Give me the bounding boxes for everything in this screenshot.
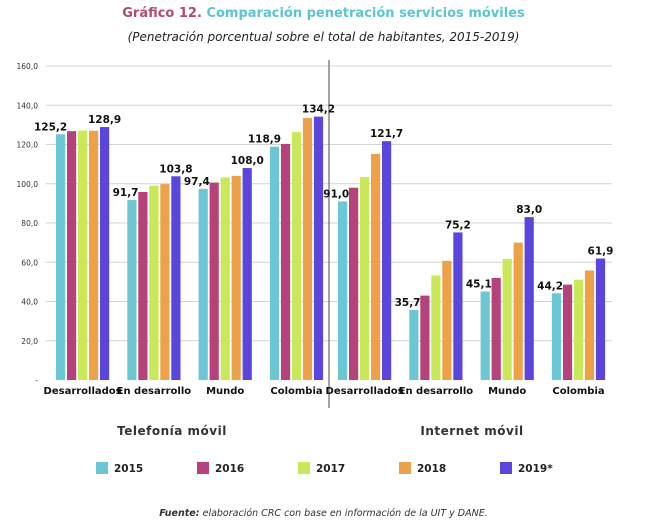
chart-title: Gráfico 12. Comparación penetración serv…: [0, 6, 647, 21]
data-label: 128,9: [88, 114, 121, 126]
panel-title: Internet móvil: [420, 424, 523, 438]
bar-2017: [149, 185, 159, 380]
bar-2019: [382, 141, 392, 380]
category-label: En desarrollo: [117, 386, 192, 397]
y-tick-label: 80,0: [21, 219, 38, 228]
y-tick-label: 140,0: [17, 101, 39, 110]
legend-swatch-2019: [500, 462, 512, 474]
bar-2019: [100, 127, 110, 380]
category-label: Mundo: [206, 386, 244, 397]
bar-2018: [371, 153, 381, 380]
bar-2019: [313, 116, 324, 380]
bar-2016: [562, 284, 573, 380]
bar-2017: [291, 132, 302, 380]
legend-label: 2018: [417, 463, 446, 475]
data-label: 83,0: [516, 204, 542, 216]
bar-2017: [78, 130, 88, 380]
bar-2016: [209, 182, 219, 380]
data-label: 35,7: [395, 297, 421, 309]
legend-swatch-2017: [298, 462, 310, 474]
y-tick-label: 60,0: [21, 258, 38, 267]
bar-2016: [349, 187, 359, 380]
chart-canvas: - 20,0 40,0 60,0 80,0 100,0 120,0 140,0 160,0 125…: [17, 60, 614, 475]
data-label: 91,0: [323, 188, 349, 200]
source-label: Fuente:: [159, 508, 200, 519]
y-tick-label: 100,0: [17, 180, 39, 189]
bar-2018: [302, 118, 313, 380]
bar-2017: [220, 177, 230, 380]
bar-2015: [409, 309, 419, 380]
data-label: 97,4: [184, 176, 210, 188]
y-tick-label: 160,0: [17, 62, 39, 71]
bar-2016: [491, 277, 501, 380]
category-label: Colombia: [552, 386, 604, 397]
data-label: 118,9: [248, 134, 281, 146]
category-label: Mundo: [488, 386, 526, 397]
source-note: Fuente: elaboración CRC con base en info…: [0, 508, 647, 519]
bar-2018: [513, 242, 523, 380]
bar-2017: [360, 177, 370, 380]
bar-2016: [138, 191, 148, 380]
legend-swatch-2015: [96, 462, 108, 474]
legend-label: 2017: [316, 463, 345, 475]
data-label: 125,2: [34, 121, 67, 133]
category-label: En desarrollo: [399, 386, 474, 397]
category-label: Colombia: [270, 386, 322, 397]
bar-2019: [242, 168, 252, 380]
data-label: 61,9: [588, 246, 614, 258]
panel-title: Telefonía móvil: [117, 424, 227, 438]
data-label: 44,2: [537, 280, 563, 292]
bar-2016: [67, 131, 77, 380]
legend-label: 2016: [215, 463, 244, 475]
data-label: 121,7: [370, 128, 403, 140]
bar-2018: [584, 270, 595, 380]
y-tick-label: 20,0: [21, 337, 38, 346]
chart-title-text: Comparación penetración servicios móvile…: [206, 6, 525, 21]
bar-2015: [198, 188, 208, 380]
legend-label: 2019*: [518, 463, 553, 475]
bar-2018: [89, 130, 99, 380]
bar-2019: [524, 217, 534, 380]
bar-2017: [573, 279, 584, 380]
bar-2018: [160, 184, 170, 380]
bar-2016: [420, 295, 430, 380]
data-label: 45,1: [466, 278, 492, 290]
bar-2015: [338, 201, 348, 380]
data-label: 134,2: [302, 104, 335, 116]
category-label: Desarrollados: [44, 386, 122, 397]
bar-2016: [280, 143, 291, 380]
data-label: 91,7: [113, 187, 139, 199]
bar-2015: [127, 200, 137, 380]
bar-2017: [431, 275, 441, 380]
bar-2015: [56, 134, 66, 380]
category-label: Desarrollados: [326, 386, 404, 397]
data-label: 75,2: [445, 219, 471, 231]
legend-swatch-2018: [399, 462, 411, 474]
y-tick-label: -: [35, 376, 38, 385]
bar-2018: [442, 260, 452, 380]
bar-2019: [453, 232, 463, 380]
y-tick-label: 120,0: [17, 141, 39, 150]
bar-2019: [171, 176, 181, 380]
bar-2015: [480, 291, 490, 380]
source-text: elaboración CRC con base en información …: [202, 508, 488, 519]
chart-title-number: Gráfico 12.: [122, 6, 202, 21]
y-tick-label: 40,0: [21, 298, 38, 307]
data-label: 108,0: [231, 155, 264, 167]
data-label: 103,8: [159, 163, 192, 175]
legend-swatch-2016: [197, 462, 209, 474]
bar-2015: [269, 146, 280, 380]
legend-label: 2015: [114, 463, 143, 475]
bar-2017: [502, 259, 512, 380]
bar-2018: [231, 175, 241, 380]
bar-2015: [551, 293, 562, 380]
chart-subtitle: (Penetración porcentual sobre el total d…: [127, 30, 520, 44]
bar-2019: [595, 258, 606, 380]
